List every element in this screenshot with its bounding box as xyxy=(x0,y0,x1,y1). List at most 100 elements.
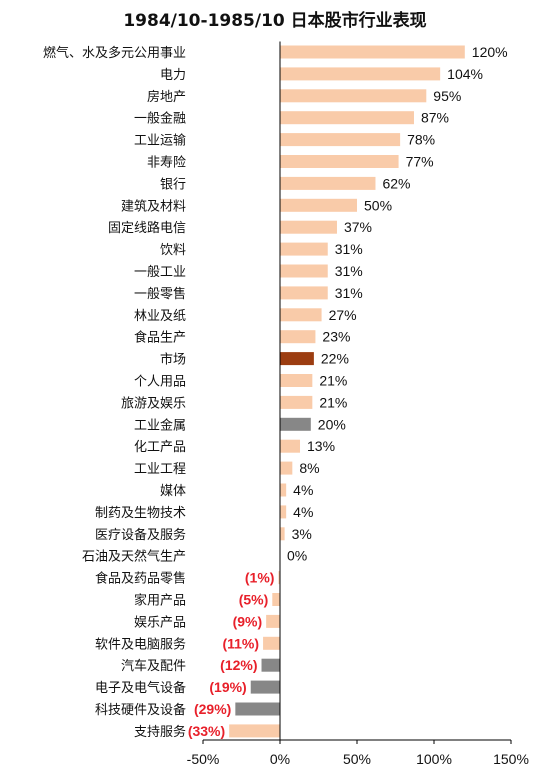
category-label: 媒体 xyxy=(160,484,186,499)
category-label: 食品生产 xyxy=(134,330,186,346)
bar xyxy=(280,220,337,234)
value-label: 78% xyxy=(407,132,435,148)
value-label: 27% xyxy=(329,307,357,323)
value-label: 104% xyxy=(447,66,483,82)
chart-title: 1984/10-1985/10 日本股市行业表现 xyxy=(123,11,427,31)
x-tick-label: 0% xyxy=(270,751,290,767)
value-label: (11%) xyxy=(222,635,259,651)
category-label: 医疗设备及服务 xyxy=(95,527,186,543)
value-label: 3% xyxy=(292,526,312,542)
x-tick-label: 100% xyxy=(416,751,452,767)
bar xyxy=(280,133,401,147)
bar xyxy=(280,461,293,475)
value-label: 13% xyxy=(307,438,335,454)
category-label: 石油及天然气生产 xyxy=(82,549,186,565)
category-label: 工业工程 xyxy=(134,462,186,477)
value-label: 21% xyxy=(319,373,347,389)
category-label: 电力 xyxy=(160,68,186,83)
category-label: 市场 xyxy=(160,352,186,368)
bar xyxy=(280,395,313,409)
bar xyxy=(280,330,316,344)
bar xyxy=(280,45,465,59)
category-label: 一般金融 xyxy=(134,111,186,127)
bar xyxy=(235,702,280,716)
category-label: 支持服务 xyxy=(134,724,186,740)
bar xyxy=(280,155,399,168)
bar xyxy=(280,417,311,431)
bar xyxy=(280,264,328,278)
category-label: 食品及药品零售 xyxy=(95,571,186,587)
x-tick-label: 50% xyxy=(343,751,371,767)
category-label: 汽车及配件 xyxy=(121,658,186,674)
category-label: 饮料 xyxy=(160,243,186,258)
bar xyxy=(280,286,328,300)
category-label: 一般零售 xyxy=(134,286,186,302)
value-label: 20% xyxy=(318,416,346,432)
bar xyxy=(280,483,287,497)
value-label: (19%) xyxy=(209,679,246,695)
bar xyxy=(280,308,322,322)
value-label: 87% xyxy=(421,110,449,126)
value-label: 23% xyxy=(322,329,350,345)
value-label: 21% xyxy=(319,394,347,410)
bar xyxy=(272,593,280,606)
bar xyxy=(266,614,280,628)
category-label: 家用产品 xyxy=(134,593,186,609)
category-label: 个人用品 xyxy=(134,375,186,390)
bar xyxy=(229,724,280,738)
value-label: (1%) xyxy=(245,570,275,586)
category-label: 旅游及娱乐 xyxy=(121,396,186,411)
value-label: (12%) xyxy=(220,657,257,673)
category-label: 制药及生物技术 xyxy=(95,506,186,521)
category-label: 软件及电脑服务 xyxy=(95,636,186,652)
value-label: 95% xyxy=(433,88,461,104)
category-label: 化工产品 xyxy=(134,440,186,455)
value-label: 31% xyxy=(335,241,363,257)
category-label: 建筑及材料 xyxy=(121,198,186,214)
value-label: (29%) xyxy=(194,701,231,717)
category-label: 林业及纸 xyxy=(134,309,186,324)
x-tick-label: 150% xyxy=(493,751,529,767)
bar xyxy=(263,636,280,650)
x-tick-label: -50% xyxy=(187,751,220,767)
value-label: 4% xyxy=(293,482,313,498)
bar xyxy=(280,111,414,125)
category-label: 固定线路电信 xyxy=(108,220,186,236)
value-label: 37% xyxy=(344,219,372,235)
category-label: 娱乐产品 xyxy=(134,615,186,630)
category-label: 非寿险 xyxy=(147,156,186,171)
value-label: 8% xyxy=(299,460,319,476)
category-label: 房地产 xyxy=(147,89,186,105)
bar xyxy=(280,67,441,81)
category-label: 一般工业 xyxy=(134,264,186,280)
bar xyxy=(280,374,313,387)
bar xyxy=(280,242,328,256)
category-label: 工业金属 xyxy=(134,417,186,433)
bar xyxy=(278,571,280,585)
value-label: (5%) xyxy=(239,592,269,608)
value-label: 31% xyxy=(335,285,363,301)
bar xyxy=(250,680,280,694)
bar xyxy=(280,505,287,519)
value-label: 4% xyxy=(293,504,313,520)
value-label: 50% xyxy=(364,197,392,213)
bar xyxy=(280,176,376,190)
bar xyxy=(261,658,280,672)
value-label: 77% xyxy=(406,154,434,170)
value-label: 22% xyxy=(321,351,349,367)
category-label: 电子及电气设备 xyxy=(95,680,186,696)
bar xyxy=(280,89,427,103)
category-label: 燃气、水及多元公用事业 xyxy=(43,45,186,61)
bar xyxy=(280,198,357,212)
bar xyxy=(280,352,314,366)
value-label: 0% xyxy=(287,548,307,564)
category-label: 科技硬件及设备 xyxy=(95,702,186,718)
bar xyxy=(280,439,301,453)
value-label: 31% xyxy=(335,263,363,279)
value-label: 62% xyxy=(382,175,410,191)
value-label: (9%) xyxy=(233,613,263,629)
bar xyxy=(280,527,285,541)
value-label: (33%) xyxy=(188,723,225,739)
category-label: 银行 xyxy=(160,177,186,192)
